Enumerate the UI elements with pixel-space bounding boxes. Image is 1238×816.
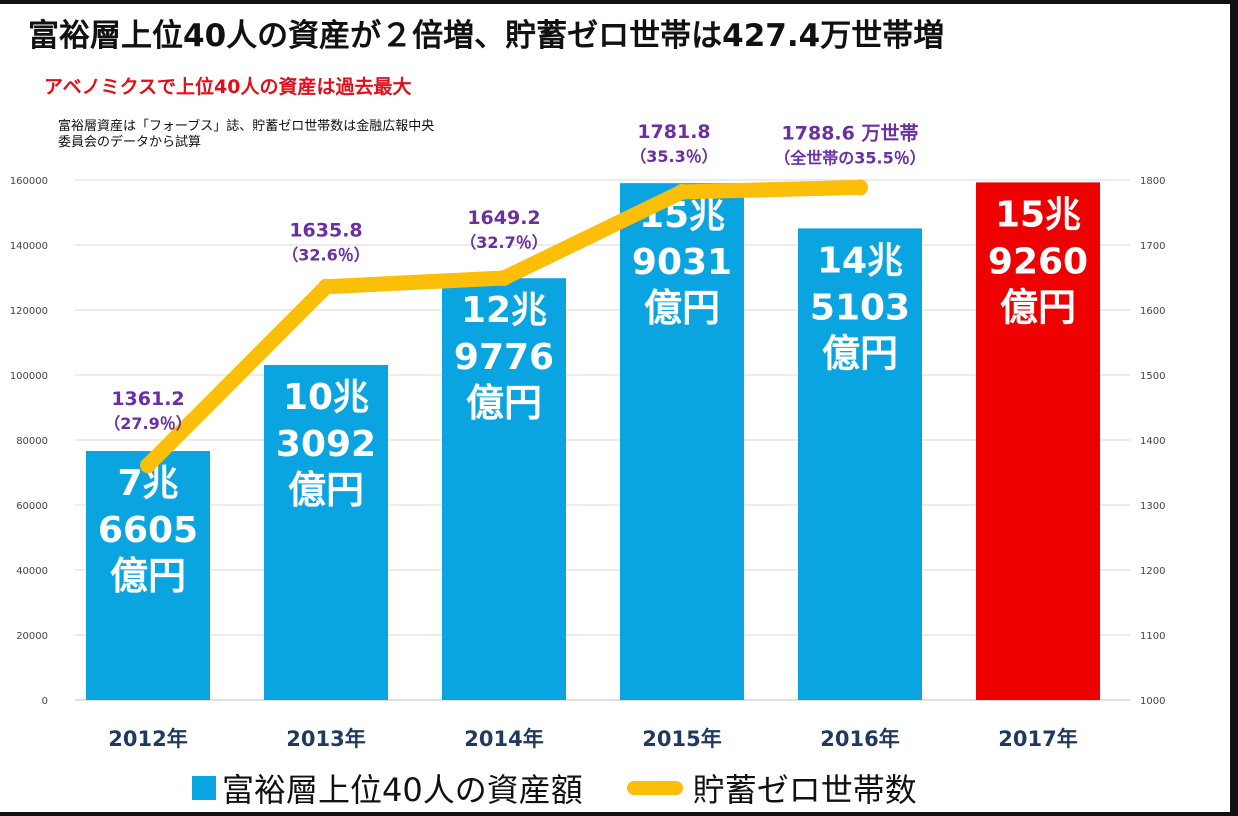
y-left-tick-label: 160000 (10, 176, 48, 187)
line-data-label-share: （全世帯の35.5％） (774, 148, 925, 167)
y-right-tick-label: 1600 (1140, 306, 1165, 317)
y-right-tick-label: 1200 (1140, 566, 1165, 577)
y-left-tick-label: 100000 (10, 371, 48, 382)
line-data-label-share: （32.7％） (460, 233, 547, 252)
x-tick-label: 2015年 (642, 727, 721, 751)
legend-label-line: 貯蓄ゼロ世帯数 (692, 771, 917, 809)
line-point (318, 278, 334, 295)
y-right-tick-label: 1500 (1140, 371, 1165, 382)
line-point (140, 457, 156, 474)
bar-data-label: 5103 (810, 287, 910, 328)
page-title: 富裕層上位40人の資産が２倍増、貯蓄ゼロ世帯は427.4万世帯増 (28, 18, 945, 54)
right-border (1230, 0, 1238, 816)
bar-data-label: 億円 (288, 468, 364, 512)
line-point (496, 270, 512, 287)
bar (86, 451, 210, 700)
bar-data-label: 10兆 (283, 377, 369, 418)
bar (620, 183, 744, 701)
bar-data-label: 億円 (466, 381, 542, 425)
legend-label-bar: 富裕層上位40人の資産額 (222, 771, 583, 809)
x-tick-label: 2012年 (108, 727, 187, 751)
bar (976, 182, 1100, 700)
y-left-tick-label: 140000 (10, 241, 48, 252)
bar-data-label: 億円 (644, 286, 720, 330)
bar-data-label: 億円 (1000, 285, 1076, 329)
y-right-tick-label: 1100 (1140, 631, 1165, 642)
bar-data-label: 億円 (822, 331, 898, 375)
legend-swatch-bar (192, 776, 216, 800)
y-right-tick-label: 1700 (1140, 241, 1165, 252)
bar (798, 228, 922, 700)
x-tick-label: 2016年 (820, 727, 899, 751)
y-right-tick-label: 1000 (1140, 696, 1165, 707)
bar-data-label: 億円 (110, 554, 186, 598)
y-right-tick-label: 1800 (1140, 176, 1165, 187)
bar-data-label: 15兆 (995, 194, 1081, 235)
x-tick-label: 2017年 (998, 727, 1077, 751)
top-border (0, 0, 1238, 4)
chart-legend: 富裕層上位40人の資産額 貯蓄ゼロ世帯数 (192, 766, 917, 810)
y-right-tick-label: 1300 (1140, 501, 1165, 512)
y-left-tick-label: 0 (42, 696, 48, 707)
source-note: 富裕層資産は「フォーブス」誌、貯蓄ゼロ世帯数は金融広報中央委員会のデータから試算 (58, 119, 435, 150)
line-data-label-value: 1649.2 (467, 207, 540, 229)
y-left-tick-label: 60000 (16, 501, 48, 512)
chart-subtitle: アベノミクスで上位40人の資産は過去最大 (44, 76, 412, 98)
line-point (674, 183, 690, 200)
legend-swatch-line (626, 781, 683, 795)
x-tick-label: 2014年 (464, 727, 543, 751)
line-data-label-value: 1361.2 (111, 388, 184, 410)
bar-data-label: 3092 (276, 424, 376, 465)
line-data-label-share: （35.3％） (630, 147, 717, 166)
x-tick-label: 2013年 (286, 727, 365, 751)
bar-data-label: 6605 (98, 510, 198, 551)
y-left-tick-label: 120000 (10, 306, 48, 317)
bar-data-label: 9031 (632, 242, 732, 283)
bar-data-label: 14兆 (817, 240, 903, 281)
bar-data-label: 9776 (454, 337, 554, 378)
bar (442, 278, 566, 700)
line-data-label-share: （27.9％） (104, 414, 191, 433)
y-left-tick-label: 80000 (16, 436, 48, 447)
bar-data-label: 9260 (988, 241, 1088, 282)
line-data-label-value: 1781.8 (637, 121, 710, 143)
line-data-label-value: 1635.8 (289, 220, 362, 242)
line-data-label-share: （32.6％） (282, 246, 369, 265)
y-right-tick-label: 1400 (1140, 436, 1165, 447)
line-data-label-value: 1788.6 万世帯 (782, 121, 919, 144)
bottom-border (0, 812, 1238, 816)
y-left-tick-label: 20000 (16, 631, 48, 642)
bar (264, 364, 388, 700)
line-point (852, 179, 868, 196)
y-left-tick-label: 40000 (16, 566, 48, 577)
bar-data-label: 12兆 (461, 290, 547, 331)
